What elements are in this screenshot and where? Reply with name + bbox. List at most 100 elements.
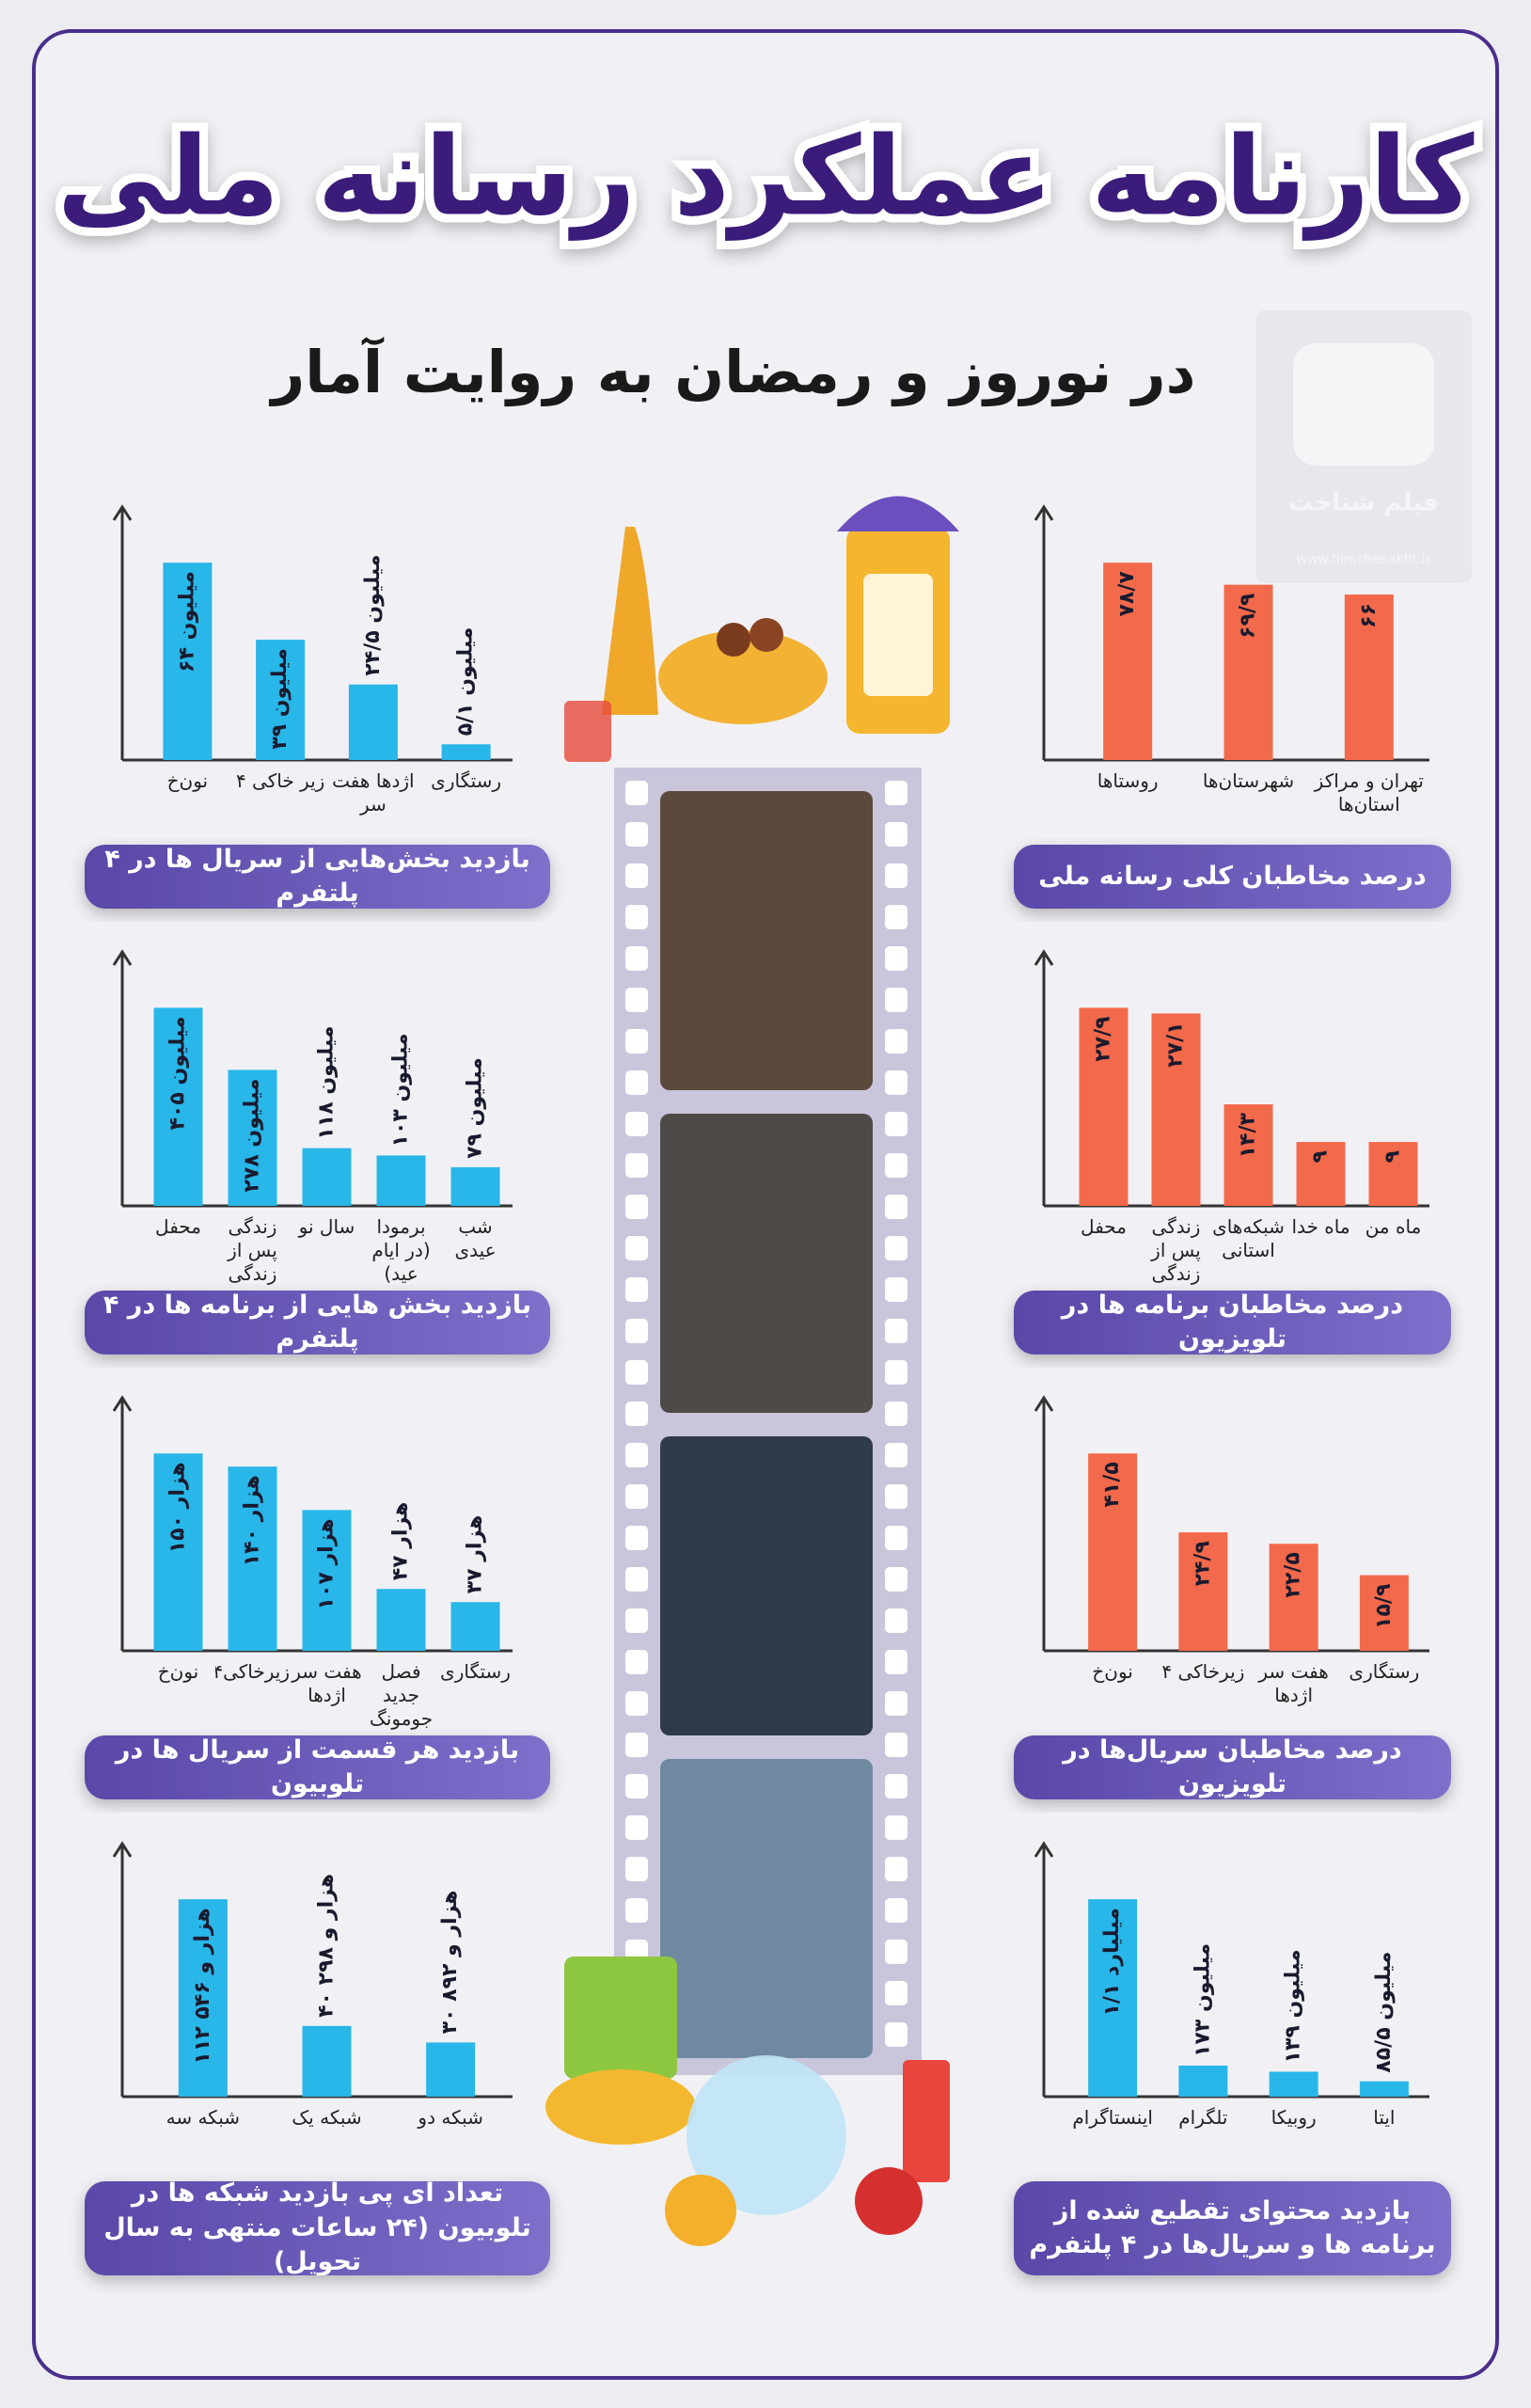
chart-title: درصد مخاطبان سریال‌ها در تلویزیون xyxy=(1063,1735,1402,1798)
chart-title-box: بازدید هر قسمت از سریال ها در تلوبیون xyxy=(116,1735,519,1798)
value-label: ۱/۱ میلیارد xyxy=(1100,1908,1124,2016)
watermark: فیلم شناخت www.filmshenakht.ir xyxy=(1255,310,1472,583)
sprocket xyxy=(885,1319,908,1343)
candle xyxy=(903,2060,950,2182)
sprocket xyxy=(885,1277,908,1302)
value-label: ۴۰۵ میلیون xyxy=(166,1016,190,1130)
x-tick-label: زیر خاکی ۴ xyxy=(235,769,325,792)
x-tick-label: شبکه سه xyxy=(166,2106,241,2129)
watermark-icon xyxy=(1293,343,1434,466)
sprocket xyxy=(885,1733,908,1757)
chart-title-pill xyxy=(1014,845,1451,909)
sprocket xyxy=(885,946,908,971)
sprocket xyxy=(625,1650,648,1674)
sprocket xyxy=(885,1443,908,1467)
value-label: ۱۷۳ میلیون xyxy=(1191,1943,1214,2057)
bar xyxy=(1269,2071,1318,2097)
bar xyxy=(1178,1532,1228,1651)
x-tick-label: شهرستان‌ها xyxy=(1202,769,1295,792)
date xyxy=(717,623,750,657)
sprocket xyxy=(885,1815,908,1840)
teapot xyxy=(602,527,658,715)
value-label: ۴۱/۵ xyxy=(1100,1462,1124,1507)
x-tick-label: شبکه‌های استانی xyxy=(1212,1215,1285,1261)
x-tick-label: زیرخاکی ۴ xyxy=(1161,1660,1245,1683)
sprocket xyxy=(885,988,908,1012)
bar xyxy=(376,1155,426,1206)
film-strip xyxy=(614,768,922,2075)
photo xyxy=(660,791,873,1090)
sprocket xyxy=(625,781,648,805)
sprocket xyxy=(885,1567,908,1592)
x-tick-label: هفت سر اژدها xyxy=(292,1660,362,1706)
sprocket xyxy=(625,1195,648,1219)
bar xyxy=(441,744,491,760)
chart-title: بازدید بخش‌هایی از سریال ها در ۴ پلتفرم xyxy=(104,845,530,908)
x-tick-label: روبیکا xyxy=(1271,2106,1317,2129)
sprocket xyxy=(885,1029,908,1054)
sprocket xyxy=(885,1112,908,1136)
x-tick-label-box: زندگی پس از زندگی xyxy=(228,1215,277,1285)
value-label: ۴۰ هزار و ۲۹۸ xyxy=(315,1874,339,2018)
value-label: ۳۰ هزار و ۸۹۲ xyxy=(438,1890,462,2034)
y-axis-arrow xyxy=(1034,504,1054,521)
page-subtitle: در نوروز و رمضان به روایت آمار xyxy=(269,336,1196,406)
sprocket xyxy=(625,1443,648,1467)
x-tick-label-box: محفل xyxy=(155,1215,201,1238)
sprocket xyxy=(885,1981,908,2005)
chart-title-pill xyxy=(1014,2181,1451,2275)
sabzeh xyxy=(564,1956,677,2079)
chart-title-box: درصد مخاطبان سریال‌ها در تلویزیون xyxy=(1063,1735,1402,1798)
sprocket xyxy=(625,822,648,847)
chart-title-pill xyxy=(85,1735,550,1799)
apple xyxy=(855,2167,923,2235)
bar xyxy=(1368,1142,1418,1206)
watermark-box xyxy=(1255,310,1472,583)
x-tick-label-box: شبکه‌های استانی xyxy=(1212,1215,1285,1261)
chart-title-pill xyxy=(85,1291,550,1354)
chart-title: تعداد آی پی بازدید شبکه ها در تلوبیون (۲… xyxy=(103,2181,531,2275)
sprocket xyxy=(625,1402,648,1426)
sprocket xyxy=(885,1940,908,1964)
sprocket xyxy=(625,1774,648,1798)
value-label: ۲۷/۱ xyxy=(1164,1022,1188,1067)
value-label: ۲۷۸ میلیون xyxy=(241,1078,264,1192)
chart-title: درصد مخاطبان برنامه ها در تلویزیون xyxy=(1061,1291,1404,1354)
sprocket xyxy=(885,2022,908,2047)
sprocket xyxy=(885,1857,908,1881)
x-tick-label-box: تهران و مراکز استان‌ها xyxy=(1314,769,1424,816)
value-label: ۳۷ هزار xyxy=(464,1515,487,1594)
value-label: ۱۵۰ هزار xyxy=(166,1462,190,1553)
fishbowl xyxy=(687,2055,846,2215)
sprocket xyxy=(885,1484,908,1509)
bar xyxy=(1088,1453,1138,1651)
x-tick-label-box: شبکه یک xyxy=(292,2106,361,2129)
value-label: ۲۷/۹ xyxy=(1092,1016,1115,1061)
x-tick-label-box: تلگرام xyxy=(1178,2106,1227,2129)
x-tick-label: ایتا xyxy=(1373,2106,1396,2129)
x-tick-label: رستگاری xyxy=(440,1660,511,1683)
y-axis-arrow xyxy=(112,1395,133,1412)
value-label: ۹ xyxy=(1309,1150,1333,1163)
x-tick-label-box: ماه خدا xyxy=(1291,1215,1350,1238)
x-tick-label-box: روستاها xyxy=(1097,769,1159,792)
sprocket xyxy=(625,1898,648,1923)
value-label: ۲۴/۵ میلیون xyxy=(361,555,385,676)
x-tick-label: محفل xyxy=(155,1215,201,1238)
decoration xyxy=(545,496,959,2246)
y-axis-arrow xyxy=(1034,1841,1054,1858)
sprocket xyxy=(885,1153,908,1178)
x-tick-label-box: محفل xyxy=(1081,1215,1127,1238)
value-label: ۹ xyxy=(1381,1150,1405,1163)
lantern-roof xyxy=(837,496,959,531)
x-tick-label-box: شبکه سه xyxy=(166,2106,241,2129)
x-tick-label-box: رستگاری xyxy=(440,1660,511,1683)
bar xyxy=(450,1602,500,1651)
sprocket xyxy=(625,1815,648,1840)
sprocket xyxy=(885,905,908,929)
x-tick-label: تهران و مراکز استان‌ها xyxy=(1314,769,1424,816)
bar xyxy=(302,2025,352,2097)
value-label: ۱۱۸ میلیون xyxy=(315,1026,339,1140)
chart-title-box: بازدید بخش‌هایی از سریال ها در ۴ پلتفرم xyxy=(104,845,530,908)
x-tick-label: ماه خدا xyxy=(1291,1215,1350,1238)
